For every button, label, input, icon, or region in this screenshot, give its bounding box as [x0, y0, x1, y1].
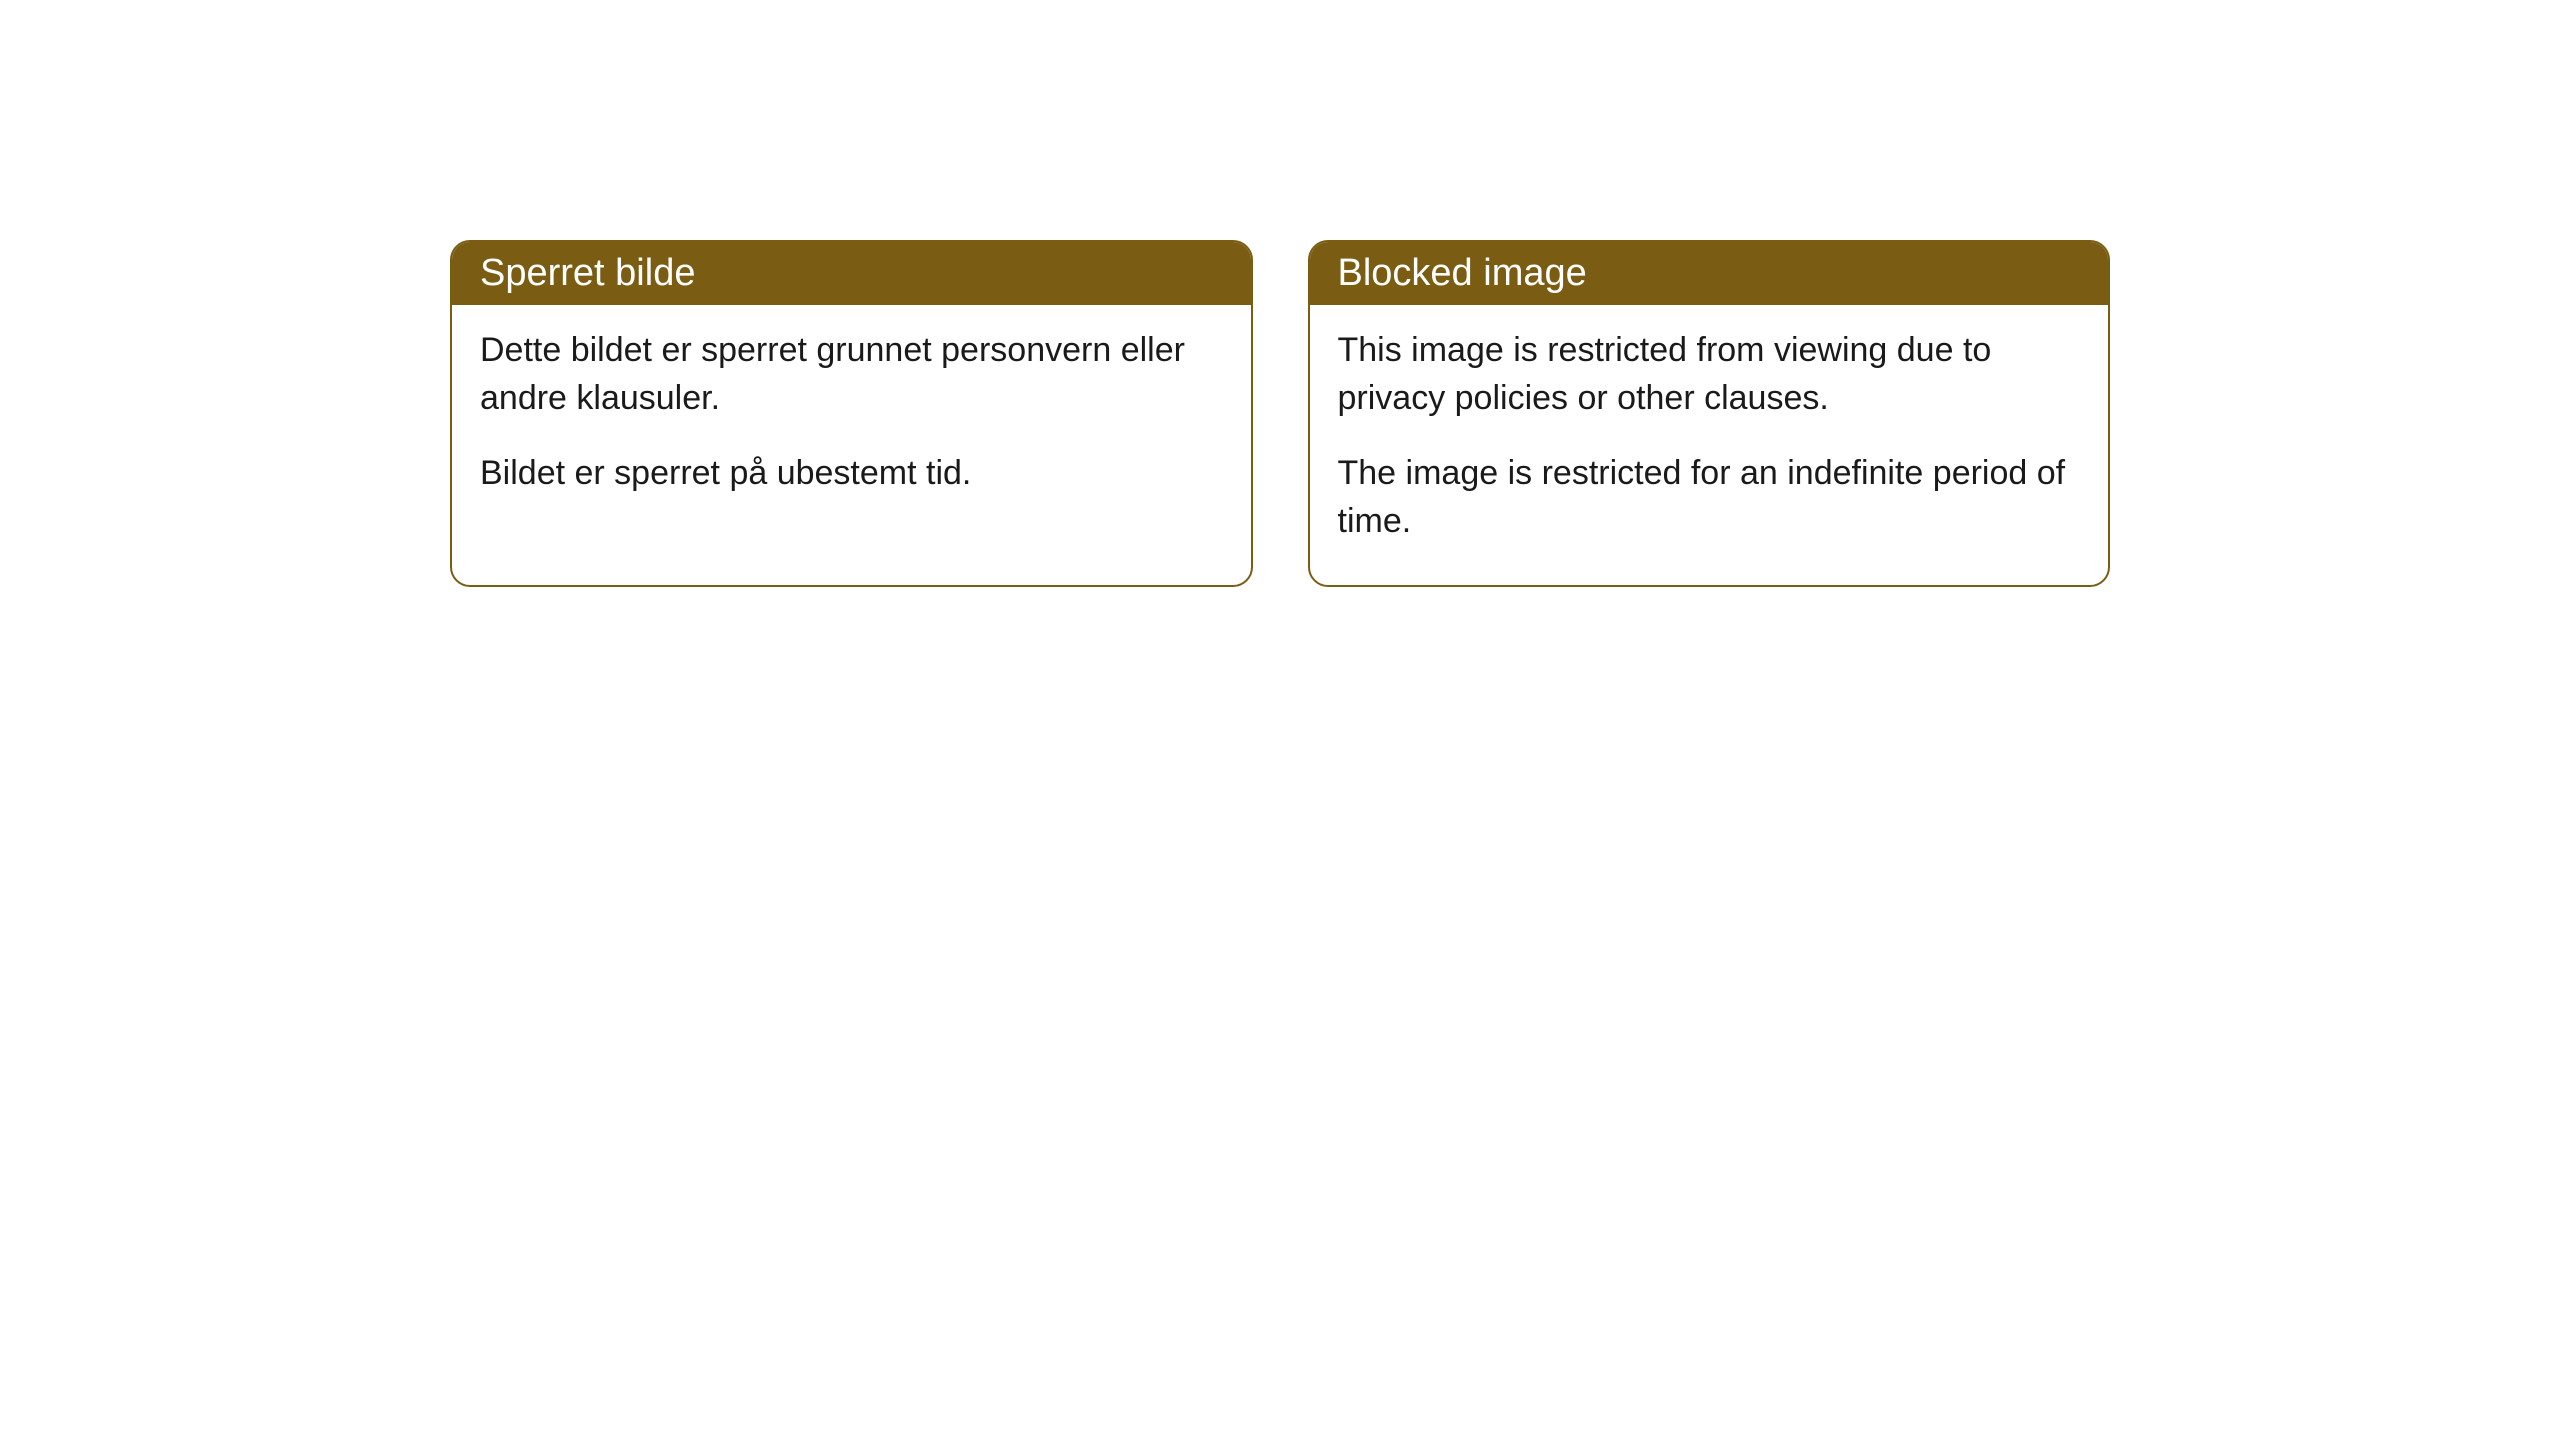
- card-paragraph-2-no: Bildet er sperret på ubestemt tid.: [480, 450, 1223, 498]
- card-header-no: Sperret bilde: [452, 242, 1251, 305]
- card-paragraph-2-en: The image is restricted for an indefinit…: [1338, 450, 2081, 545]
- card-body-en: This image is restricted from viewing du…: [1310, 305, 2109, 585]
- card-body-no: Dette bildet er sperret grunnet personve…: [452, 305, 1251, 538]
- blocked-image-card-no: Sperret bilde Dette bildet er sperret gr…: [450, 240, 1253, 587]
- card-paragraph-1-en: This image is restricted from viewing du…: [1338, 327, 2081, 422]
- card-container: Sperret bilde Dette bildet er sperret gr…: [450, 240, 2110, 587]
- card-header-en: Blocked image: [1310, 242, 2109, 305]
- blocked-image-card-en: Blocked image This image is restricted f…: [1308, 240, 2111, 587]
- card-paragraph-1-no: Dette bildet er sperret grunnet personve…: [480, 327, 1223, 422]
